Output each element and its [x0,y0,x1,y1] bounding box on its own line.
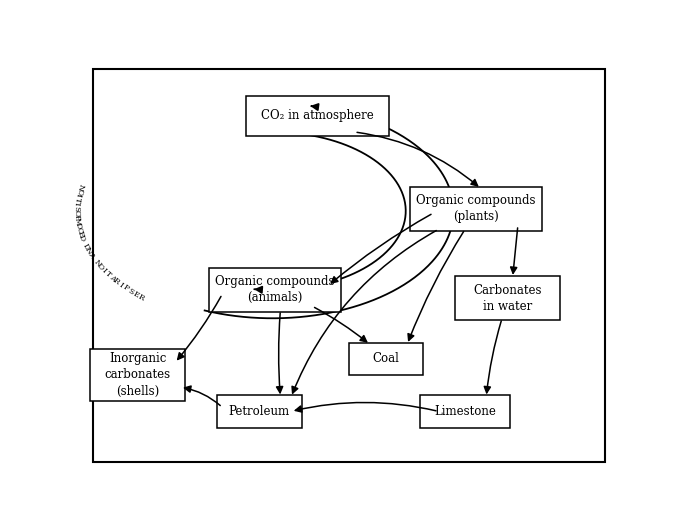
Text: E: E [76,230,85,238]
Text: P: P [121,284,130,293]
Text: A: A [86,250,96,259]
Text: Coal: Coal [373,352,399,365]
Text: P: P [72,214,81,220]
Text: S: S [127,287,135,296]
Text: N: N [76,183,86,191]
Text: R: R [137,292,146,302]
Text: O: O [75,187,84,195]
Text: R: R [112,277,121,286]
FancyBboxPatch shape [410,187,541,231]
Text: O: O [72,209,80,216]
FancyBboxPatch shape [209,268,341,312]
Text: Carbonates
in water: Carbonates in water [473,284,541,312]
Text: Petroleum: Petroleum [229,405,290,418]
FancyBboxPatch shape [455,276,560,320]
Text: Organic compounds
(plants): Organic compounds (plants) [416,195,535,224]
Text: Inorganic
carbonates
(shells): Inorganic carbonates (shells) [105,352,171,398]
FancyBboxPatch shape [349,342,423,375]
Text: E: E [131,289,140,299]
FancyBboxPatch shape [420,395,510,428]
Text: D: D [77,234,87,243]
Text: I: I [74,193,82,198]
Text: T: T [104,270,112,279]
Text: A: A [108,273,117,282]
FancyBboxPatch shape [93,69,605,462]
Text: M: M [73,217,82,226]
Text: CO₂ in atmosphere: CO₂ in atmosphere [261,109,374,122]
Text: D: D [81,242,91,251]
Text: C: C [74,226,84,234]
Text: I: I [100,267,108,275]
Text: Organic compounds
(animals): Organic compounds (animals) [215,276,335,305]
Text: O: O [95,262,106,272]
FancyBboxPatch shape [217,395,302,428]
Text: N: N [83,246,93,256]
Text: I: I [117,281,125,289]
FancyBboxPatch shape [91,349,185,401]
Text: O: O [74,222,82,229]
FancyBboxPatch shape [246,96,389,136]
Text: T: T [73,197,82,203]
Text: N: N [92,258,102,268]
Text: S: S [72,206,80,211]
Text: I: I [73,202,81,206]
Text: Limestone: Limestone [434,405,496,418]
